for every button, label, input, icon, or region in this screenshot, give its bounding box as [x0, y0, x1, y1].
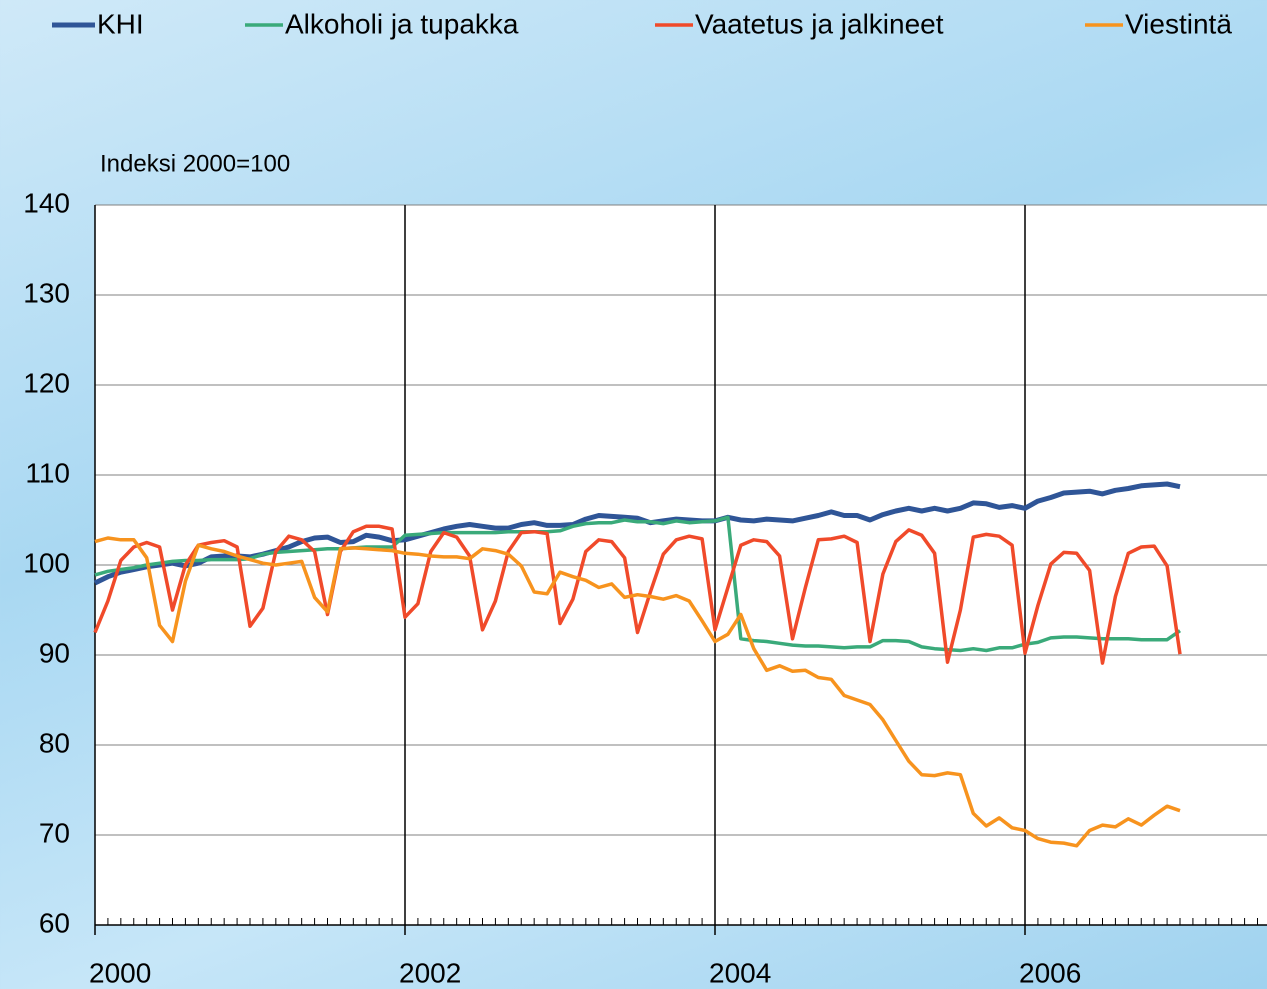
x-tick-label: 2006 — [1019, 957, 1081, 988]
legend-label: KHI — [97, 8, 144, 39]
x-tick-label: 2004 — [709, 957, 771, 988]
x-tick-label: 2000 — [89, 957, 151, 988]
legend-label: Alkoholi ja tupakka — [285, 8, 519, 39]
y-tick-label: 100 — [23, 547, 70, 578]
legend-label: Viestintä — [1125, 8, 1232, 39]
y-tick-label: 110 — [25, 457, 70, 488]
y-tick-label: 120 — [23, 367, 70, 398]
y-tick-label: 140 — [23, 187, 70, 218]
y-tick-label: 90 — [39, 637, 70, 668]
y-axis-label: Indeksi 2000=100 — [100, 150, 290, 177]
legend-label: Vaatetus ja jalkineet — [695, 8, 944, 39]
y-tick-label: 60 — [39, 907, 70, 938]
x-tick-label: 2002 — [399, 957, 461, 988]
y-tick-label: 70 — [39, 817, 70, 848]
y-tick-label: 80 — [39, 727, 70, 758]
chart: Indeksi 2000=100 60 70 80 90 100 110 120 130 140… — [0, 0, 1267, 989]
y-tick-label: 130 — [23, 277, 70, 308]
